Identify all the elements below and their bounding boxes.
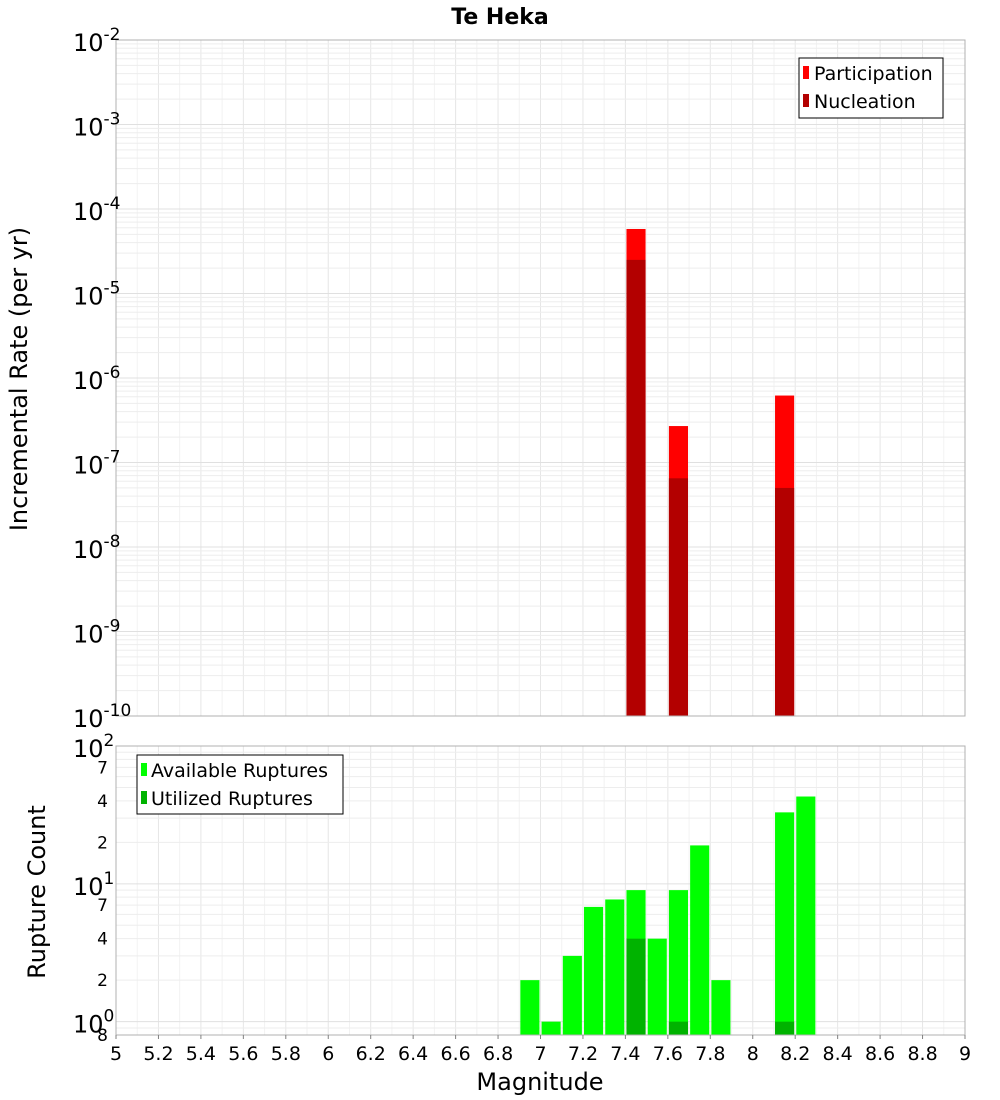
x-tick-label: 5.4 [186, 1043, 216, 1065]
x-tick-label: 8.6 [865, 1043, 895, 1065]
legend-label-nucleation: Nucleation [814, 91, 916, 113]
y-tick-label: 102 [73, 731, 114, 763]
y-tick-label: 101 [73, 869, 114, 901]
count-available-ruptures-bar [605, 899, 625, 1035]
chart-title: Te Heka [451, 5, 548, 30]
x-tick-label: 6.8 [483, 1043, 513, 1065]
x-tick-label: 7.2 [568, 1043, 598, 1065]
count-bars [520, 796, 816, 1035]
count-available-ruptures-bar [796, 796, 816, 1035]
y-minor-tick-label: 7 [97, 758, 108, 778]
rate-nucleation-bar [775, 487, 795, 716]
x-tick-label: 5.6 [228, 1043, 258, 1065]
count-utilized-ruptures-bar [775, 1021, 795, 1035]
count-utilized-ruptures-bar [626, 938, 646, 1035]
count-available-ruptures-bar [668, 890, 689, 1035]
rate-panel: 10-10 10-9 10-8 10-7 10-6 10-5 10-4 10-3 10-2 In… [5, 25, 966, 733]
rate-plot-border [115, 39, 966, 717]
count-available-ruptures-bar [541, 1021, 561, 1035]
y-minor-tick-label: 4 [97, 930, 108, 950]
x-tick-label: 7.8 [695, 1043, 725, 1065]
x-tick-label: 9 [959, 1043, 971, 1065]
y-tick-label: 10-5 [73, 279, 121, 311]
count-available-ruptures-bar [690, 845, 710, 1035]
x-tick-label: 7 [534, 1043, 546, 1065]
y-tick-label: 100 [73, 1007, 114, 1039]
y-tick-label: 10-10 [73, 701, 131, 733]
count-legend-box [136, 754, 344, 815]
x-tick-label: 6.2 [356, 1043, 386, 1065]
x-tick-label: 8 [747, 1043, 759, 1065]
y-tick-label: 10-6 [73, 363, 121, 395]
y-tick-label: 10-9 [73, 617, 121, 649]
rate-legend: Participation Nucleation [798, 57, 944, 119]
y-minor-tick-label: 2 [97, 971, 108, 991]
count-y-ticks: 100 101 102 8 2 4 7 2 4 7 [73, 731, 114, 1046]
count-available-ruptures-bar [711, 980, 731, 1035]
x-tick-label: 7.6 [653, 1043, 683, 1065]
count-utilized-ruptures-bar [668, 1021, 689, 1035]
x-tick-label: 5.2 [143, 1043, 173, 1065]
x-tick-label: 5 [110, 1043, 122, 1065]
count-available-ruptures-bar [775, 812, 795, 1035]
rate-nucleation-bar [668, 478, 689, 716]
legend-swatch-utilized-ruptures [141, 791, 147, 804]
count-available-ruptures-bar [584, 906, 604, 1035]
count-available-ruptures-bar [520, 980, 540, 1035]
x-tick-label: 6 [322, 1043, 334, 1065]
x-tick-label: 5.8 [271, 1043, 301, 1065]
legend-swatch-participation [803, 66, 809, 79]
rate-grid [115, 40, 966, 717]
count-legend: Available Ruptures Utilized Ruptures [136, 754, 344, 815]
legend-label-utilized-ruptures: Utilized Ruptures [151, 788, 313, 810]
legend-swatch-nucleation [803, 94, 809, 107]
x-tick-label: 8.4 [823, 1043, 853, 1065]
y-minor-tick-label: 8 [97, 1026, 108, 1046]
rate-bars [626, 228, 795, 716]
rate-y-ticks: 10-10 10-9 10-8 10-7 10-6 10-5 10-4 10-3 10-2 [73, 25, 131, 733]
y-minor-tick-label: 2 [97, 833, 108, 853]
count-panel: 100 101 102 8 2 4 7 2 4 7 5 5.2 5.4 5.6 5.8 6 6.2 6.4 6.6… [23, 731, 971, 1096]
y-tick-label: 10-4 [73, 194, 121, 226]
y-minor-tick-label: 7 [97, 896, 108, 916]
legend-label-available-ruptures: Available Ruptures [151, 760, 328, 782]
y-tick-label: 10-3 [73, 110, 121, 142]
rate-y-axis-label: Incremental Rate (per yr) [5, 227, 33, 531]
y-tick-label: 10-7 [73, 448, 121, 480]
x-tick-label: 8.2 [780, 1043, 810, 1065]
x-tick-label: 6.6 [440, 1043, 470, 1065]
y-tick-label: 10-2 [73, 25, 121, 57]
rate-nucleation-bar [626, 259, 646, 716]
count-y-axis-label: Rupture Count [23, 805, 51, 979]
x-tick-label: 7.4 [610, 1043, 640, 1065]
legend-label-participation: Participation [814, 63, 933, 85]
legend-swatch-available-ruptures [141, 763, 147, 776]
x-tick-label: 6.4 [398, 1043, 428, 1065]
count-available-ruptures-bar [562, 955, 582, 1035]
rate-legend-box [798, 57, 944, 119]
count-available-ruptures-bar [647, 938, 667, 1035]
y-minor-tick-label: 4 [97, 792, 108, 812]
x-axis-label: Magnitude [476, 1068, 603, 1096]
y-tick-label: 10-8 [73, 532, 121, 564]
x-tick-label: 8.8 [907, 1043, 937, 1065]
x-ticks: 5 5.2 5.4 5.6 5.8 6 6.2 6.4 6.6 6.8 7 7.2 7.4 7.6 7.8 8… [110, 1035, 971, 1065]
